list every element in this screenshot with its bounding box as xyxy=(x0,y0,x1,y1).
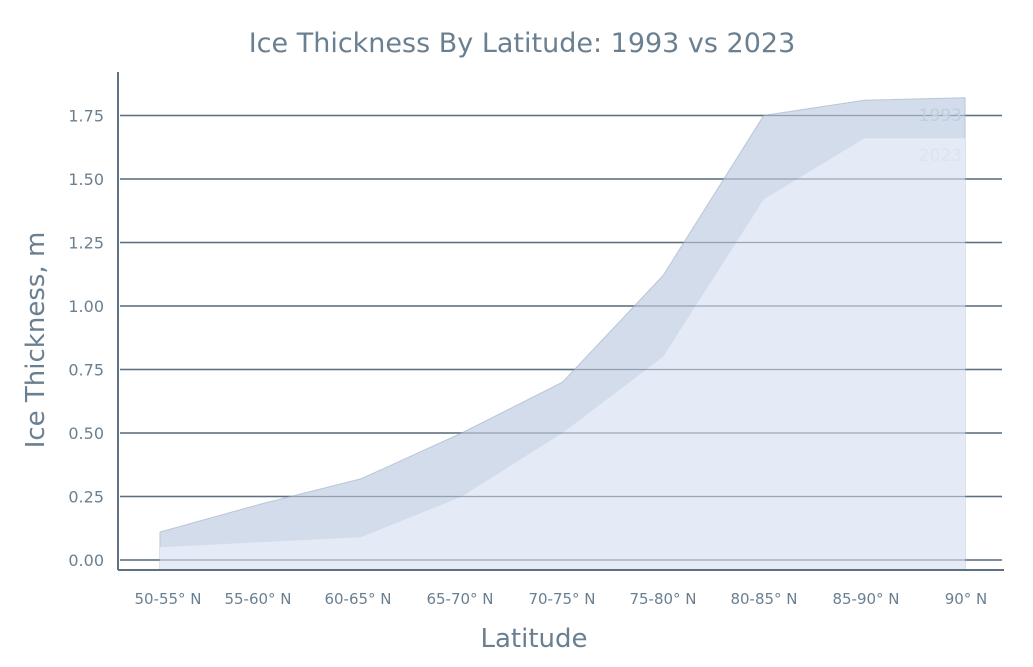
x-tick-label: 70-75° N xyxy=(528,590,595,608)
y-tick-labels: 0.00 0.25 0.50 0.75 1.00 1.25 1.50 1.75 xyxy=(68,107,104,571)
x-tick-label: 85-90° N xyxy=(832,590,899,608)
y-tick-label: 0.75 xyxy=(68,361,104,380)
y-tick-label: 0.00 xyxy=(68,551,104,570)
x-tick-label: 65-70° N xyxy=(426,590,493,608)
x-tick-label: 60-65° N xyxy=(324,590,391,608)
legend-label-2023: 2023 xyxy=(919,146,962,166)
x-tick-label: 50-55° N xyxy=(134,590,201,608)
y-tick-label: 0.50 xyxy=(68,424,104,443)
x-axis-label: Latitude xyxy=(480,624,587,654)
y-tick-label: 1.75 xyxy=(68,107,104,126)
x-tick-label: 90° N xyxy=(945,590,988,608)
y-tick-label: 1.50 xyxy=(68,170,104,189)
axes xyxy=(117,72,1004,571)
chart-title: Ice Thickness By Latitude: 1993 vs 2023 xyxy=(249,28,796,59)
y-tick-label: 0.25 xyxy=(68,488,104,507)
x-tick-label: 75-80° N xyxy=(629,590,696,608)
area-2023 xyxy=(160,138,965,571)
area-series xyxy=(120,97,1002,571)
x-tick-label: 80-85° N xyxy=(730,590,797,608)
legend: 1993 2023 xyxy=(919,106,962,166)
y-tick-label: 1.25 xyxy=(68,234,104,253)
x-tick-labels: 50-55° N 55-60° N 60-65° N 65-70° N 70-75° N… xyxy=(134,590,987,608)
legend-label-1993: 1993 xyxy=(919,106,962,126)
y-tick-label: 1.00 xyxy=(68,297,104,316)
x-tick-label: 55-60° N xyxy=(224,590,291,608)
y-axis-label: Ice Thickness, m xyxy=(21,232,51,449)
